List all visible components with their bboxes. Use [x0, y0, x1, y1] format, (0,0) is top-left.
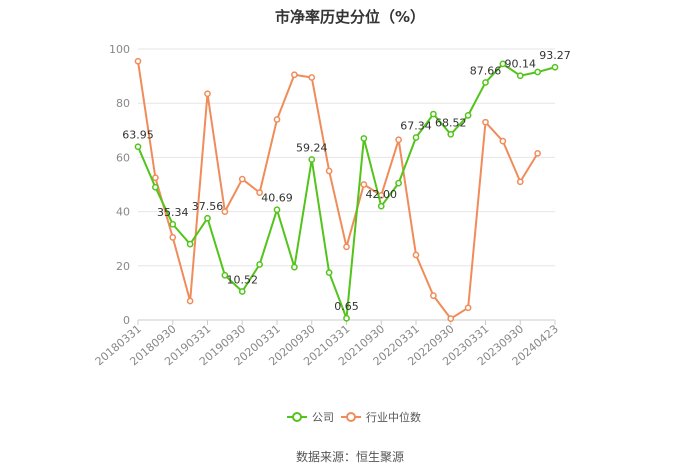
legend-industry-marker — [346, 412, 356, 422]
data-point[interactable] — [499, 60, 507, 68]
data-point[interactable] — [516, 178, 524, 186]
data-point[interactable] — [238, 288, 246, 295]
y-tick-label: 0 — [123, 314, 130, 327]
data-point[interactable] — [447, 130, 455, 138]
source-text: 数据来源：恒生聚源 — [296, 449, 404, 464]
data-point[interactable] — [291, 71, 298, 79]
data-point[interactable] — [204, 90, 211, 98]
data-point[interactable] — [134, 143, 142, 151]
data-point[interactable] — [447, 315, 455, 322]
data-point[interactable] — [152, 183, 159, 191]
data-point[interactable] — [343, 243, 350, 251]
data-point[interactable] — [395, 136, 402, 144]
data-point[interactable] — [534, 149, 541, 157]
data-point[interactable] — [273, 206, 281, 214]
data-point[interactable] — [482, 79, 489, 86]
data-point[interactable] — [499, 137, 507, 145]
grid-lines — [138, 48, 555, 267]
y-axis-ticks: 0 20 40 60 80 100 — [109, 43, 130, 327]
data-point[interactable] — [238, 175, 246, 183]
data-point[interactable] — [308, 156, 316, 163]
data-point[interactable] — [534, 68, 541, 76]
data-label: 59.24 — [296, 141, 328, 154]
data-point[interactable] — [482, 118, 489, 126]
data-point[interactable] — [551, 63, 559, 71]
data-label: 35.34 — [157, 206, 189, 219]
data-label: 90.14 — [505, 58, 537, 71]
data-point[interactable] — [464, 304, 472, 312]
data-label: 37.56 — [192, 200, 224, 213]
series-company — [134, 60, 559, 322]
data-label: 67.34 — [400, 120, 432, 133]
data-point[interactable] — [221, 208, 229, 215]
data-label: 87.66 — [470, 64, 502, 77]
legend-industry-label: 行业中位数 — [366, 410, 421, 424]
legend-item-company[interactable]: 公司 — [287, 411, 334, 424]
y-tick-label: 40 — [116, 206, 130, 219]
data-point[interactable] — [325, 269, 333, 276]
data-point[interactable] — [256, 189, 263, 196]
data-point[interactable] — [464, 112, 472, 119]
legend-company-marker — [292, 412, 302, 422]
series-group — [134, 57, 559, 322]
series-line — [137, 61, 539, 320]
data-point[interactable] — [204, 214, 211, 222]
series-industry-median — [134, 57, 541, 322]
y-tick-label: 100 — [109, 43, 130, 56]
data-point[interactable] — [430, 292, 437, 299]
data-point[interactable] — [308, 74, 316, 81]
data-point[interactable] — [325, 167, 333, 175]
data-label: 0.65 — [334, 300, 359, 313]
legend[interactable]: 公司 行业中位数 — [287, 410, 421, 424]
data-point[interactable] — [291, 263, 298, 271]
data-point[interactable] — [343, 314, 350, 322]
data-point[interactable] — [360, 135, 368, 142]
y-tick-label: 80 — [116, 97, 130, 110]
data-point[interactable] — [186, 240, 194, 248]
data-point[interactable] — [412, 134, 420, 141]
y-tick-label: 20 — [116, 260, 130, 273]
data-point[interactable] — [221, 271, 229, 279]
data-point[interactable] — [516, 72, 524, 80]
data-label: 63.95 — [122, 129, 154, 142]
data-point[interactable] — [186, 297, 194, 305]
data-point[interactable] — [273, 116, 281, 123]
data-point[interactable] — [412, 251, 420, 259]
data-labels: 63.95 35.34 37.56 10.52 40.69 59.24 0.65 42.00 6… — [122, 49, 571, 313]
x-axis-ticks: 2018033120180930201903312019093020200331… — [93, 322, 561, 368]
data-point[interactable] — [134, 57, 142, 65]
legend-item-industry-median[interactable]: 行业中位数 — [341, 410, 421, 424]
data-point[interactable] — [377, 202, 385, 210]
data-point[interactable] — [152, 174, 159, 182]
data-point[interactable] — [430, 110, 437, 118]
data-point[interactable] — [256, 261, 263, 268]
data-label: 93.27 — [539, 49, 571, 62]
legend-company-label: 公司 — [312, 411, 334, 424]
data-label: 68.52 — [435, 116, 467, 129]
chart-title: 市净率历史分位（%） — [275, 8, 425, 26]
data-label: 10.52 — [227, 273, 259, 286]
data-label: 40.69 — [261, 192, 293, 205]
data-label: 42.00 — [366, 188, 398, 201]
data-point[interactable] — [360, 181, 368, 188]
data-point[interactable] — [395, 179, 402, 187]
data-point[interactable] — [169, 233, 177, 241]
data-point[interactable] — [169, 220, 177, 228]
y-tick-label: 60 — [116, 151, 130, 164]
series-line — [137, 62, 556, 320]
